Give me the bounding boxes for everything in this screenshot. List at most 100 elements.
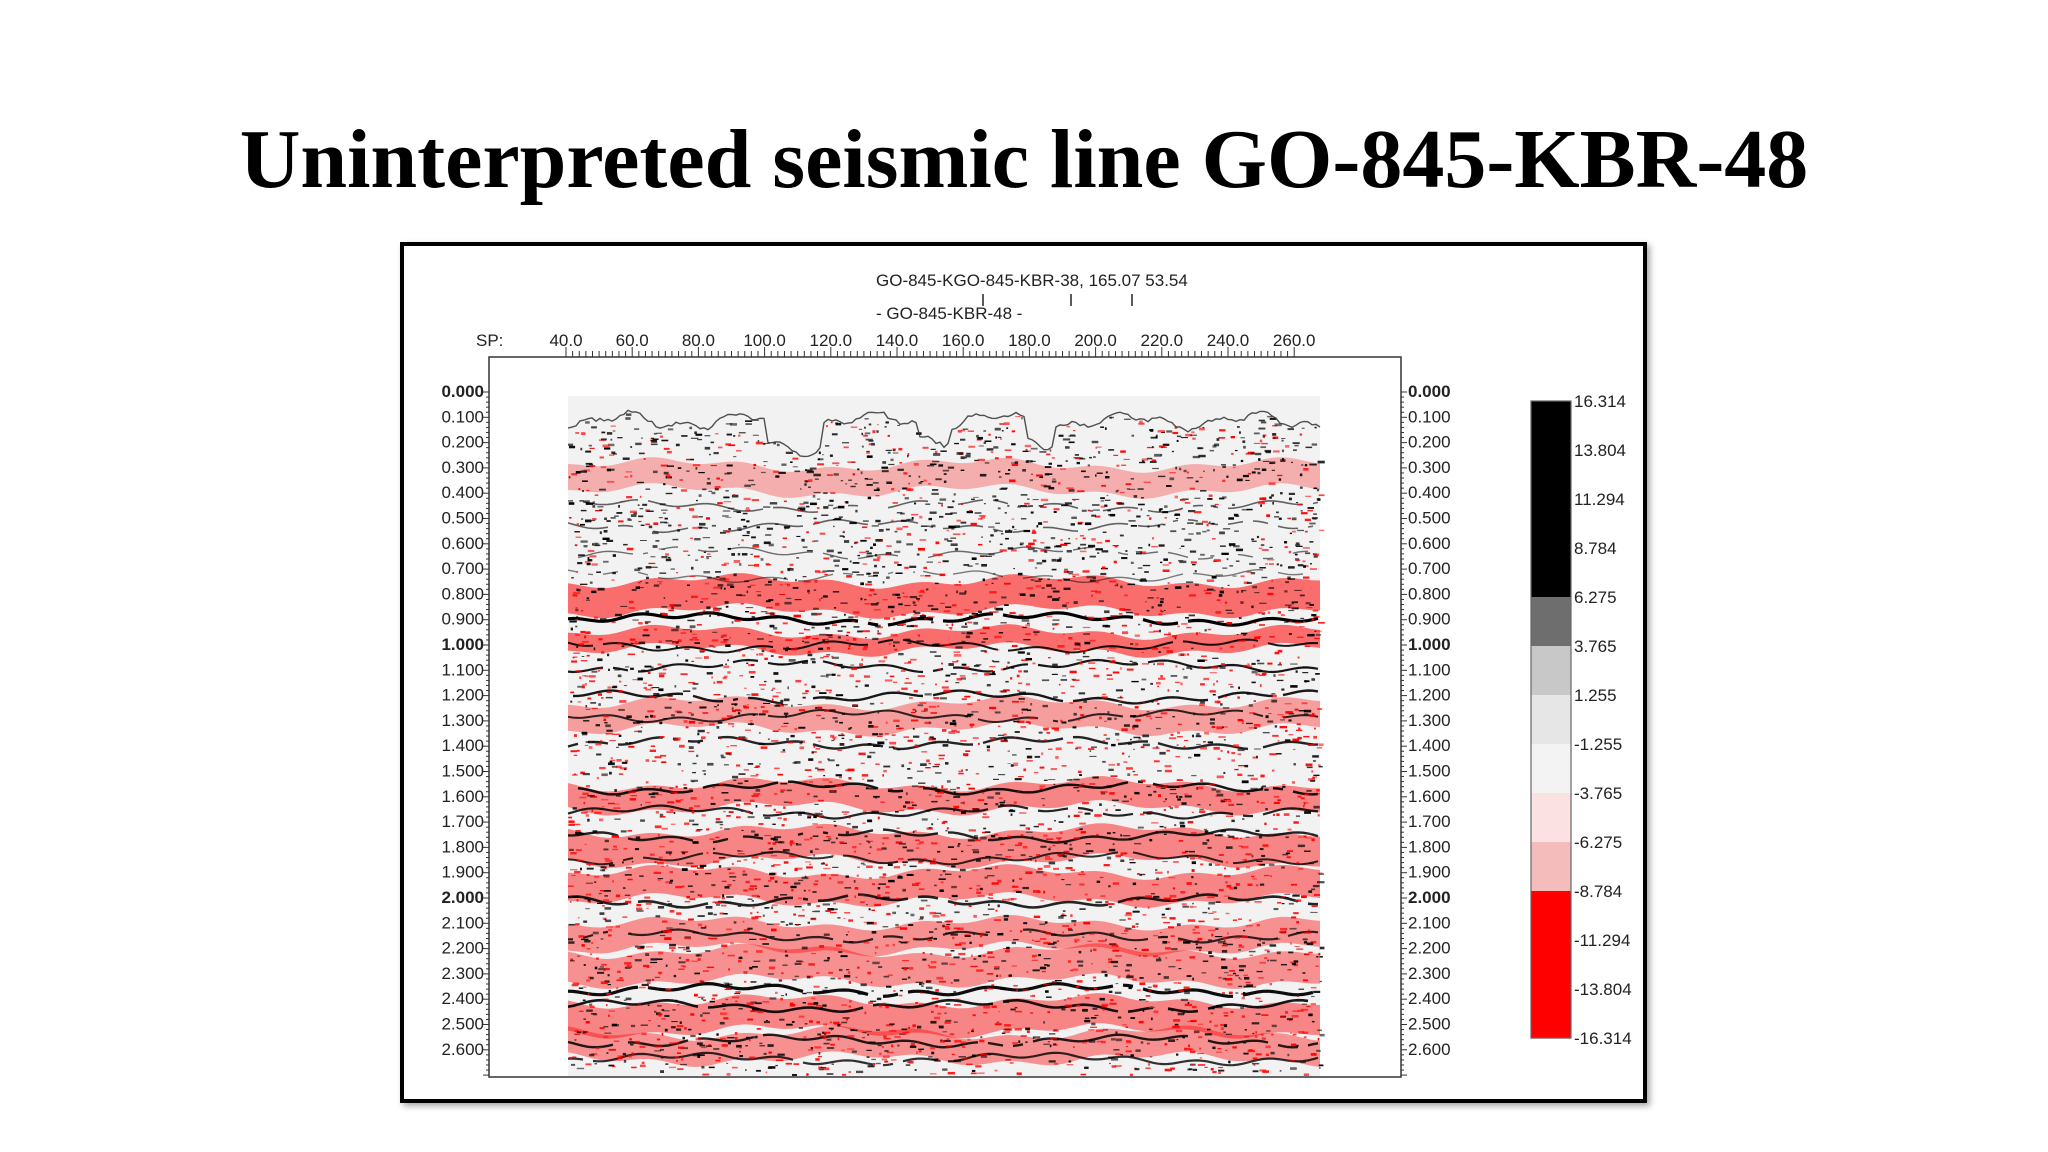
seismic-speckle [906,792,908,796]
seismic-speckle [1261,1037,1266,1040]
seismic-speckle [891,1044,894,1048]
seismic-speckle [1100,500,1105,502]
seismic-speckle [653,786,656,788]
seismic-speckle [1013,904,1017,906]
seismic-speckle [726,746,730,748]
seismic-speckle [727,472,733,474]
seismic-speckle [1214,503,1219,505]
seismic-speckle [1044,964,1048,966]
seismic-speckle [656,1038,661,1041]
seismic-speckle [821,597,823,599]
seismic-speckle [1309,714,1316,717]
seismic-speckle [606,926,614,928]
seismic-speckle [629,600,634,604]
seismic-speckle [1216,599,1221,602]
seismic-speckle [580,630,586,634]
seismic-speckle [1289,497,1292,501]
seismic-speckle [1108,990,1113,993]
seismic-speckle [642,634,650,637]
seismic-speckle [1088,748,1095,750]
seismic-speckle [1194,497,1201,499]
seismic-speckle [882,581,885,584]
seismic-speckle [793,1063,800,1065]
seismic-speckle [582,773,590,776]
seismic-speckle [1224,972,1229,974]
seismic-speckle [1106,494,1109,497]
seismic-speckle [1269,546,1273,548]
seismic-speckle [1284,590,1288,593]
seismic-speckle [1310,911,1318,913]
seismic-speckle [1268,713,1272,714]
seismic-speckle [1259,439,1263,443]
seismic-speckle [584,683,587,686]
seismic-speckle [1240,601,1244,604]
seismic-speckle [1177,731,1180,734]
seismic-speckle [1143,701,1145,704]
seismic-speckle [1224,867,1226,870]
seismic-speckle [892,448,896,451]
seismic-speckle [591,707,598,709]
seismic-speckle [854,795,859,797]
seismic-speckle [831,854,835,857]
seismic-speckle [655,915,661,918]
seismic-speckle [568,823,576,826]
seismic-speckle [1177,736,1183,738]
seismic-speckle [1087,509,1091,511]
seismic-speckle [651,440,658,443]
seismic-speckle [650,437,655,440]
seismic-speckle [903,736,910,738]
seismic-speckle [589,795,597,798]
seismic-speckle [636,481,644,484]
seismic-speckle [822,570,828,573]
time-tick-label-right: 2.600 [1408,1040,1451,1059]
seismic-speckle [860,597,863,601]
seismic-speckle [769,876,775,880]
seismic-speckle [808,479,813,482]
seismic-speckle [1293,449,1297,451]
seismic-speckle [1045,990,1049,993]
time-tick-label-right: 0.500 [1408,509,1451,528]
seismic-speckle [1028,559,1034,562]
seismic-speckle [860,471,863,475]
seismic-speckle [852,1010,856,1012]
seismic-speckle [1211,522,1215,525]
seismic-speckle [664,1028,668,1032]
seismic-speckle [1100,791,1106,795]
seismic-speckle [694,642,700,644]
seismic-speckle [642,889,647,891]
seismic-speckle [1175,681,1180,683]
seismic-speckle [665,1063,669,1065]
seismic-speckle [713,847,716,850]
seismic-speckle [658,672,666,675]
seismic-speckle [827,640,832,642]
seismic-speckle [917,675,925,677]
seismic-speckle [617,970,621,973]
seismic-speckle [945,680,949,683]
seismic-speckle [669,1042,676,1045]
seismic-speckle [1260,1033,1264,1036]
seismic-speckle [953,654,962,657]
seismic-speckle [1162,523,1166,526]
seismic-speckle [943,473,947,475]
seismic-speckle [621,761,628,764]
seismic-speckle [1226,475,1229,478]
seismic-speckle [629,932,632,934]
seismic-speckle [659,813,664,817]
seismic-speckle [756,950,763,953]
seismic-speckle [776,703,781,706]
seismic-speckle [571,577,574,579]
seismic-speckle [1178,968,1182,970]
seismic-speckle [723,496,730,499]
seismic-speckle [1011,644,1018,648]
seismic-speckle [679,479,683,481]
seismic-speckle [923,857,927,860]
seismic-speckle [690,713,694,716]
seismic-speckle [924,721,931,724]
seismic-speckle [815,690,821,692]
seismic-speckle [931,621,934,624]
seismic-speckle [885,449,892,451]
seismic-speckle [1237,753,1242,756]
seismic-speckle [844,974,851,978]
seismic-speckle [845,875,849,878]
seismic-speckle [822,1031,825,1034]
